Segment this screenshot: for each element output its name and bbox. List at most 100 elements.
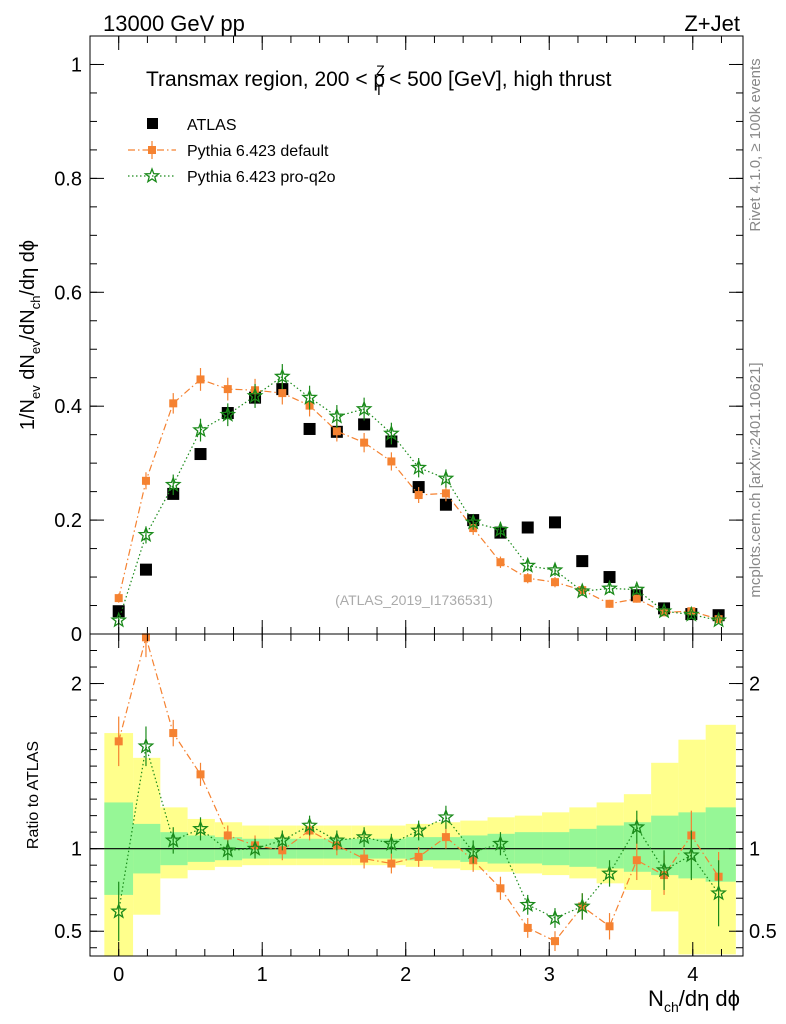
main-point-pythia-6-423-pro-q2o	[410, 458, 428, 475]
ratio-point-pythia-6-423-default	[605, 922, 614, 931]
ratio-point-pythia-6-423-default	[441, 833, 450, 842]
ratio-point-pythia-6-423-pro-q2o	[437, 808, 455, 825]
main-point-pythia-6-423-default	[632, 594, 641, 603]
ylabel-s2: ev	[28, 340, 43, 354]
main-point-atlas	[112, 605, 125, 618]
ratio-point-pythia-6-423-pro-q2o	[382, 834, 400, 851]
legend-marker-atlas	[147, 118, 158, 129]
ratio-point-pythia-6-423-pro-q2o	[192, 819, 209, 837]
ratio-point-pythia-6-423-pro-q2o	[682, 846, 700, 863]
xtick-label: 2	[400, 964, 411, 986]
ylabel-b: dN	[17, 354, 39, 385]
ratio-point-pythia-6-423-default	[141, 633, 150, 642]
main-point-atlas	[521, 521, 534, 534]
main-point-pythia-6-423-default	[196, 375, 205, 384]
legend-label-default: Pythia 6.423 default	[187, 143, 329, 160]
ratio-ytick-label-right: 0.5	[749, 921, 777, 943]
ratio-point-pythia-6-423-pro-q2o	[464, 843, 482, 860]
ratio-point-pythia-6-423-default	[223, 831, 232, 840]
ratio-point-pythia-6-423-default	[169, 729, 178, 738]
main-data-layer	[110, 364, 728, 628]
ratio-point-pythia-6-423-pro-q2o	[137, 737, 155, 754]
main-point-pythia-6-423-pro-q2o	[192, 421, 209, 438]
main-point-pythia-6-423-default	[550, 578, 559, 587]
main-point-pythia-6-423-default	[169, 399, 178, 408]
xlabel-a: N	[648, 986, 664, 1011]
ratio-ytick-label: 1	[71, 839, 82, 861]
ratio-data-layer	[110, 633, 728, 952]
ratio-ytick-label-right: 1	[749, 839, 760, 861]
ratio-band-inner	[569, 828, 597, 867]
ratio-point-pythia-6-423-pro-q2o	[492, 834, 509, 851]
main-point-pythia-6-423-pro-q2o	[382, 424, 400, 441]
main-point-atlas	[303, 422, 316, 435]
main-ytick-label: 0.4	[54, 396, 82, 418]
main-point-atlas	[548, 516, 561, 529]
main-point-atlas	[194, 448, 207, 461]
ratio-point-pythia-6-423-pro-q2o	[628, 818, 646, 835]
main-point-pythia-6-423-pro-q2o	[301, 388, 319, 405]
ratio-ytick-label: 2	[71, 674, 82, 696]
xtick-label: 4	[687, 964, 698, 986]
plot-title-sup: Z	[376, 62, 385, 78]
ratio-point-pythia-6-423-default	[523, 923, 532, 932]
main-point-pythia-6-423-default	[114, 594, 123, 603]
ratio-point-pythia-6-423-pro-q2o	[110, 902, 128, 919]
ratio-band-inner	[705, 807, 736, 882]
ratio-point-pythia-6-423-pro-q2o	[301, 816, 319, 833]
main-point-atlas	[139, 563, 152, 576]
ylabel-s3: ch	[28, 296, 43, 310]
ratio-axes: 0.5 0.5 1 1 2 2 0 1 2 3 4	[54, 634, 777, 986]
main-point-pythia-6-423-default	[441, 489, 450, 498]
main-point-pythia-6-423-pro-q2o	[273, 367, 291, 384]
main-point-pythia-6-423-default	[414, 491, 423, 500]
xlabel-sub: ch	[664, 999, 679, 1015]
main-point-pythia-6-423-pro-q2o	[655, 602, 673, 619]
main-ytick-label: 1	[71, 54, 82, 76]
legend-marker-proq2o	[143, 167, 161, 184]
ylabel-a: 1/N	[17, 399, 39, 430]
ratio-point-pythia-6-423-pro-q2o	[273, 831, 291, 848]
ratio-band-inner	[514, 832, 543, 864]
main-point-atlas	[576, 555, 589, 568]
xtick-label: 0	[113, 964, 124, 986]
ratio-point-pythia-6-423-default	[387, 859, 396, 868]
main-point-pythia-6-423-default	[387, 457, 396, 466]
main-point-pythia-6-423-pro-q2o	[355, 400, 373, 417]
ratio-band-inner	[596, 825, 624, 869]
ratio-point-pythia-6-423-pro-q2o	[519, 895, 537, 912]
main-point-pythia-6-423-default	[332, 427, 341, 436]
ratio-point-pythia-6-423-default	[114, 737, 123, 746]
ratio-point-pythia-6-423-pro-q2o	[328, 831, 346, 848]
main-point-pythia-6-423-pro-q2o	[137, 526, 155, 543]
ratio-point-pythia-6-423-pro-q2o	[710, 884, 728, 901]
plot-title-part-b: < 500 [GeV], high thrust	[383, 68, 611, 91]
ratio-line-pythia-6-423-default	[118, 635, 720, 942]
ratio-point-pythia-6-423-pro-q2o	[546, 909, 564, 926]
ratio-point-pythia-6-423-pro-q2o	[355, 828, 373, 845]
xlabel-b: /dη dϕ	[679, 986, 740, 1011]
main-plot-area	[90, 36, 743, 634]
plot-title-sub: T	[375, 82, 384, 98]
ratio-point-pythia-6-423-pro-q2o	[410, 821, 428, 838]
ratio-point-pythia-6-423-default	[550, 937, 559, 946]
ratio-point-pythia-6-423-default	[414, 852, 423, 861]
x-axis-label: Nch/dη dϕ	[648, 986, 740, 1015]
ratio-point-pythia-6-423-pro-q2o	[164, 831, 182, 848]
ratio-point-pythia-6-423-default	[360, 854, 369, 863]
main-point-pythia-6-423-default	[605, 599, 614, 608]
plot-title-part-a: Transmax region, 200 < p	[146, 68, 385, 91]
ratio-frame	[89, 633, 744, 957]
main-point-pythia-6-423-pro-q2o	[710, 611, 728, 628]
main-point-pythia-6-423-pro-q2o	[519, 556, 537, 573]
main-point-pythia-6-423-default	[223, 385, 232, 394]
ratio-ytick-label-right: 2	[749, 674, 760, 696]
ratio-point-pythia-6-423-pro-q2o	[655, 861, 673, 878]
legend: ATLAS Pythia 6.423 default Pythia 6.423 …	[128, 117, 336, 186]
ratio-ytick-label: 0.5	[54, 921, 82, 943]
main-point-pythia-6-423-default	[141, 476, 150, 485]
main-point-atlas	[358, 418, 371, 431]
process-label: Z+Jet	[684, 11, 740, 36]
main-point-pythia-6-423-pro-q2o	[464, 513, 482, 530]
